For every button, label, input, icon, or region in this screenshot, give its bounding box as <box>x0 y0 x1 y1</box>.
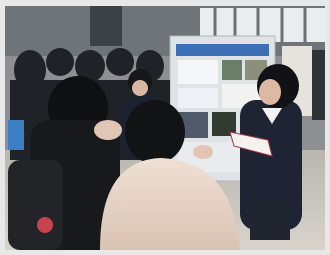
skirt <box>250 200 290 240</box>
backpack <box>8 160 63 250</box>
page: Poster session photo {} html, body { mar… <box>0 0 330 255</box>
person <box>46 48 74 76</box>
charm <box>37 217 53 233</box>
hair <box>125 100 185 164</box>
poster-block <box>178 88 218 108</box>
bag <box>8 120 24 150</box>
hand <box>94 120 122 140</box>
dark-panel <box>90 6 122 46</box>
face <box>259 79 281 105</box>
person-far <box>312 50 325 120</box>
face <box>132 80 148 96</box>
poster-photo <box>222 60 242 80</box>
body <box>0 0 330 255</box>
person <box>106 48 134 76</box>
poster-header <box>176 44 269 56</box>
poster-block <box>178 60 218 84</box>
photo <box>0 0 330 255</box>
hand <box>193 145 213 159</box>
